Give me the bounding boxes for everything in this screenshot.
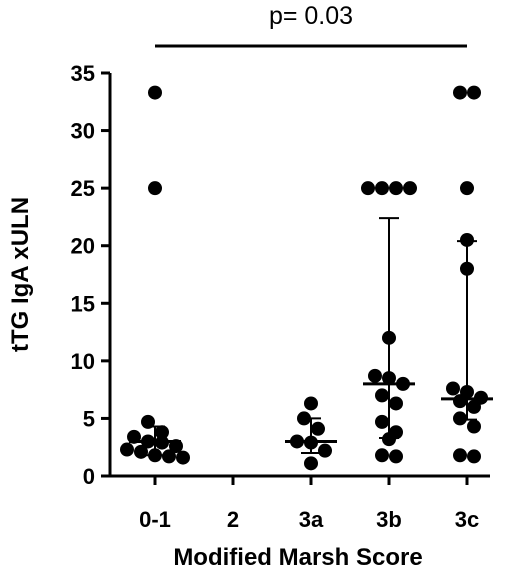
data-point [460, 232, 474, 247]
y-axis-title: tTG IgA xULN [7, 197, 34, 352]
x-tick-label: 2 [227, 507, 239, 532]
y-tick-label: 25 [71, 176, 95, 201]
data-groups [120, 85, 493, 471]
data-point [467, 399, 481, 414]
data-point [375, 181, 389, 196]
group-0-1 [120, 85, 190, 465]
data-point [368, 368, 382, 383]
y-tick-label: 35 [71, 61, 95, 86]
data-point [453, 85, 467, 100]
data-point [467, 449, 481, 464]
data-point [453, 448, 467, 463]
data-point [304, 396, 318, 411]
data-point [318, 443, 332, 458]
axes [108, 73, 490, 478]
data-point [403, 181, 417, 196]
data-point [382, 432, 396, 447]
data-point [361, 181, 375, 196]
data-point [375, 414, 389, 429]
x-tick-label: 0-1 [139, 507, 171, 532]
y-ticks: 0 5 10 15 20 25 30 35 [71, 61, 110, 489]
data-point [120, 442, 134, 457]
y-tick-label: 20 [71, 234, 95, 259]
data-point [446, 381, 460, 396]
data-point [389, 449, 403, 464]
data-point [311, 421, 325, 436]
data-point [155, 425, 169, 440]
y-tick-label: 5 [83, 406, 95, 431]
x-tick-label: 3a [299, 507, 324, 532]
data-point [375, 388, 389, 403]
y-tick-label: 10 [71, 349, 95, 374]
data-point [162, 449, 176, 464]
data-point [297, 411, 311, 426]
data-point [148, 181, 162, 196]
group-3b [361, 181, 417, 464]
data-point [382, 330, 396, 345]
data-point [467, 85, 481, 100]
x-ticks: 0-1 2 3a 3b 3c [139, 476, 479, 532]
y-tick-label: 0 [83, 464, 95, 489]
data-point [389, 181, 403, 196]
data-point [460, 181, 474, 196]
group-3a [285, 396, 337, 471]
data-point [375, 448, 389, 463]
p-value-label: p= 0.03 [269, 2, 353, 30]
data-point [460, 261, 474, 276]
significance-annotation: p= 0.03 [155, 2, 467, 48]
data-point [304, 456, 318, 471]
data-point [148, 448, 162, 463]
data-point [453, 411, 467, 426]
y-tick-label: 30 [71, 119, 95, 144]
x-tick-label: 3b [376, 507, 402, 532]
data-point [382, 371, 396, 386]
data-point [141, 414, 155, 429]
data-point [467, 419, 481, 434]
data-point [148, 85, 162, 100]
data-point [389, 396, 403, 411]
data-point [176, 450, 190, 465]
group-3c [441, 85, 493, 464]
x-tick-label: 3c [455, 507, 479, 532]
data-point [453, 394, 467, 409]
data-point [134, 444, 148, 459]
y-tick-label: 15 [71, 291, 95, 316]
x-axis-title: Modified Marsh Score [173, 544, 422, 571]
